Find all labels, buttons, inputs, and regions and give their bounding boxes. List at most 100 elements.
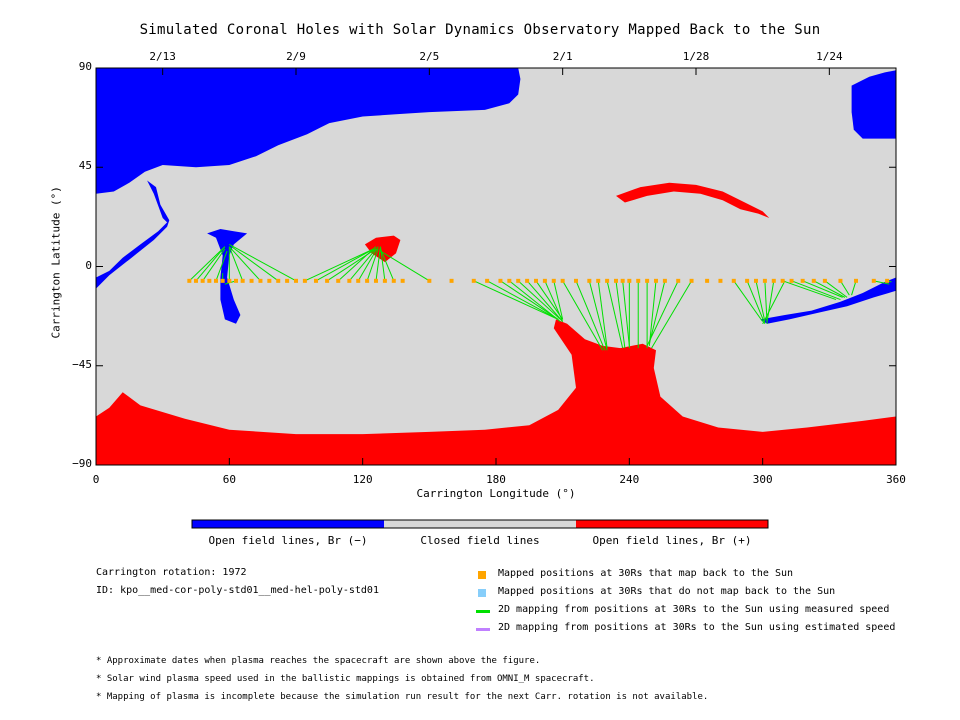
top-date-label: 2/5 [419,50,440,63]
mapped-point-58 [780,278,785,283]
colorbar [191,519,769,529]
mapped-point-42 [614,278,618,283]
y-tick-label: −90 [72,457,92,470]
coronal-hole-positive-7 [96,319,896,465]
mapped-point-16 [314,278,318,283]
mapped-point-36 [551,278,556,283]
mapping-line-36 [615,280,626,349]
colorbar-label-positive: Open field lines, Br (+) [592,534,752,547]
mapping-line-33 [588,280,608,351]
mapping-line-20 [379,248,395,282]
mapped-point-34 [534,278,538,283]
mapped-point-38 [574,278,578,283]
mapping-line-6 [228,246,261,282]
colorbar-label-closed: Closed field lines [420,534,540,547]
y-axis-label: Carrington Latitude (°) [49,186,63,339]
legend-square-swatch [478,589,486,597]
mapping-line-27 [526,280,564,322]
mapping-line-45 [733,280,764,322]
legend-square-swatch [478,571,486,579]
mapped-point-4 [214,278,218,283]
mapped-point-18 [336,278,341,283]
mapped-point-8 [240,278,245,283]
mapping-line-51 [791,280,841,301]
mapped-point-45 [636,278,641,283]
coronal-hole-negative-2 [96,180,170,289]
mapping-line-21 [380,250,430,282]
mapping-line-0 [188,246,226,282]
y-tick-label: 90 [78,60,92,73]
mapped-point-43 [620,278,625,283]
colorbar-segment-2 [576,520,768,528]
mapping-line-55 [840,280,850,296]
mapped-point-63 [838,278,843,283]
mapped-point-24 [391,278,396,283]
mapping-line-17 [366,248,379,282]
mapped-point-9 [249,278,254,283]
mapping-line-25 [509,280,561,323]
mapped-point-20 [356,278,361,283]
mapping-line-44 [651,280,692,349]
mapping-line-49 [766,280,775,322]
mapped-point-66 [885,278,890,283]
x-tick-label: 120 [352,473,373,486]
mapping-line-26 [517,280,561,320]
mapping-line-3 [215,250,228,282]
mapped-point-49 [676,278,681,283]
mapped-point-10 [258,278,263,283]
colorbar-frame [191,519,769,529]
top-date-label: 2/9 [286,50,306,63]
mapped-point-51 [705,278,710,283]
mapped-point-13 [285,278,290,283]
legend-entry-text: 2D mapping from positions at 30Rs to the… [498,622,896,633]
colorbar-label-negative: Open field lines, Br (−) [208,534,368,547]
coronal-hole-negative-4 [760,277,896,324]
mapped-point-11 [267,278,272,283]
run-id: ID: kpo__med-cor-poly-std01__med-hel-pol… [96,585,379,596]
mapped-point-15 [302,278,307,283]
mapped-point-3 [207,278,212,283]
mapping-line-53 [813,280,846,298]
mapping-line-54 [824,280,848,298]
mapped-point-65 [871,278,876,283]
mapped-point-28 [471,278,476,283]
mapped-point-31 [507,278,512,283]
mapped-point-48 [662,278,667,283]
mapping-line-42 [648,280,666,344]
mapping-line-43 [646,280,679,347]
mapping-line-11 [304,248,374,282]
mapping-line-14 [337,246,377,282]
mapping-line-59 [762,280,786,325]
mapping-line-15 [348,248,377,282]
mapped-point-7 [234,278,238,283]
mapped-point-39 [587,278,592,283]
note-dates: * Approximate dates when plasma reaches … [96,656,541,666]
top-date-label: 1/28 [682,50,710,63]
mapped-point-40 [596,278,601,283]
mapped-point-61 [811,278,816,283]
mapped-point-0 [187,278,192,283]
mapped-point-29 [485,278,490,283]
mapping-line-32 [575,280,606,351]
region-layer [96,68,896,465]
coronal-hole-positive-6 [616,182,770,218]
mapping-line-19 [379,246,386,281]
mapped-point-46 [645,278,650,283]
mapping-line-5 [228,246,244,282]
mapping-line-35 [606,280,624,349]
mapped-point-59 [789,278,794,283]
mapped-point-25 [400,278,405,283]
x-tick-label: 180 [486,473,506,486]
mapped-point-62 [822,278,827,283]
mapped-point-60 [800,278,805,283]
mapped-point-52 [718,278,723,283]
colorbar-segment-0 [192,520,384,528]
coronal-hole-negative-3 [207,229,248,324]
note-speed: * Solar wind plasma speed used in the ba… [96,674,595,684]
mapped-point-32 [516,278,521,283]
mapping-line-31 [562,280,604,351]
mapping-line-29 [544,280,564,322]
mapped-point-27 [449,278,454,283]
mapping-line-12 [315,248,375,282]
